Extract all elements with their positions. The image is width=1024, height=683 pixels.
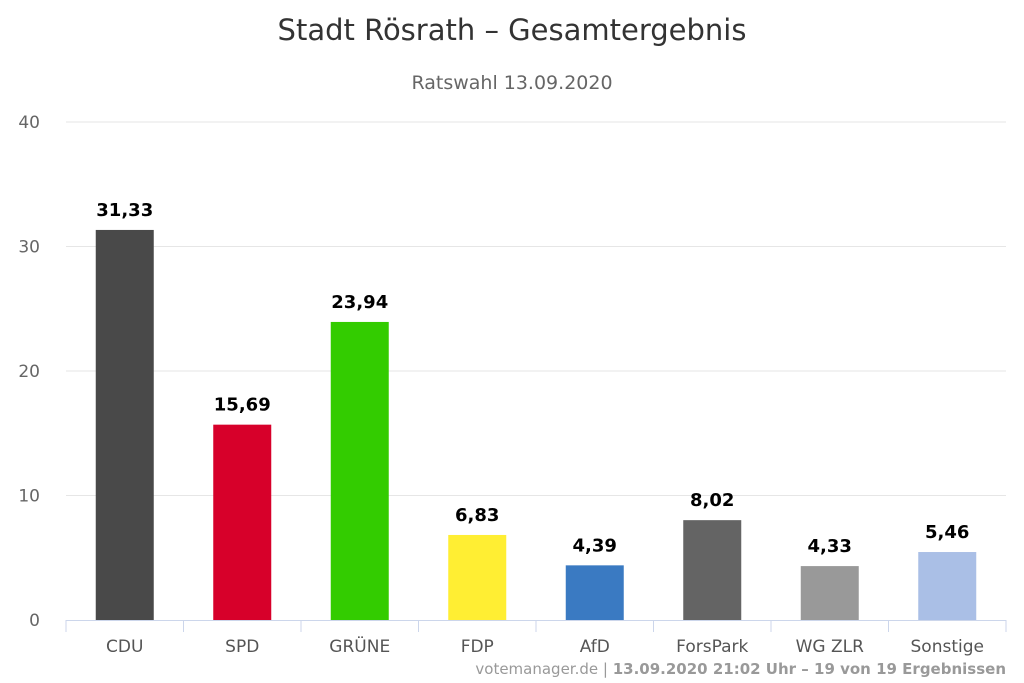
credits: votemanager.de | 13.09.2020 21:02 Uhr – … [475, 660, 1006, 678]
x-tick-label: CDU [106, 637, 143, 657]
bar-wg-zlr[interactable] [800, 566, 859, 620]
x-tick-label: FDP [461, 637, 494, 657]
bar-sonstige[interactable] [918, 552, 977, 620]
bar-spd[interactable] [213, 424, 272, 620]
y-tick-label: 10 [18, 487, 40, 507]
data-label: 4,33 [808, 536, 852, 557]
y-tick-label: 0 [29, 611, 40, 631]
x-tick-label: SPD [225, 637, 259, 657]
data-label: 4,39 [573, 535, 617, 556]
data-label: 15,69 [214, 395, 271, 416]
bar-grüne[interactable] [330, 321, 389, 620]
bars [95, 229, 977, 620]
bar-cdu[interactable] [95, 229, 154, 620]
x-tick-label: WG ZLR [796, 637, 865, 657]
chart-title: Stadt Rösrath – Gesamtergebnis [278, 13, 747, 47]
data-label: 31,33 [96, 200, 153, 221]
bar-afd[interactable] [565, 565, 624, 620]
data-label: 6,83 [455, 505, 499, 526]
y-tick-label: 30 [18, 238, 40, 258]
gridlines: 0 10 20 30 40 [18, 113, 1006, 631]
data-label: 8,02 [690, 490, 734, 511]
credits-site[interactable]: votemanager.de [475, 660, 598, 678]
x-tick-label: ForsPark [676, 637, 748, 657]
data-label: 5,46 [925, 522, 969, 543]
bar-fdp[interactable] [448, 534, 507, 620]
credits-info: 13.09.2020 21:02 Uhr – 19 von 19 Ergebni… [613, 660, 1006, 678]
x-tick-label: GRÜNE [329, 635, 390, 657]
x-tick-label: Sonstige [911, 637, 984, 657]
data-labels: 31,33 15,69 23,94 6,83 4,39 8,02 4,33 5,46 [96, 200, 969, 557]
data-label: 23,94 [331, 292, 388, 313]
y-tick-label: 20 [18, 362, 40, 382]
bar-forspark[interactable] [683, 520, 742, 620]
credits-separator: | [598, 660, 613, 678]
x-axis: CDU SPD GRÜNE FDP AfD ForsPark WG ZLR Sonstige [65, 620, 1007, 657]
x-tick-label: AfD [580, 637, 610, 657]
y-tick-label: 40 [18, 113, 40, 133]
chart-subtitle: Ratswahl 13.09.2020 [411, 72, 612, 94]
